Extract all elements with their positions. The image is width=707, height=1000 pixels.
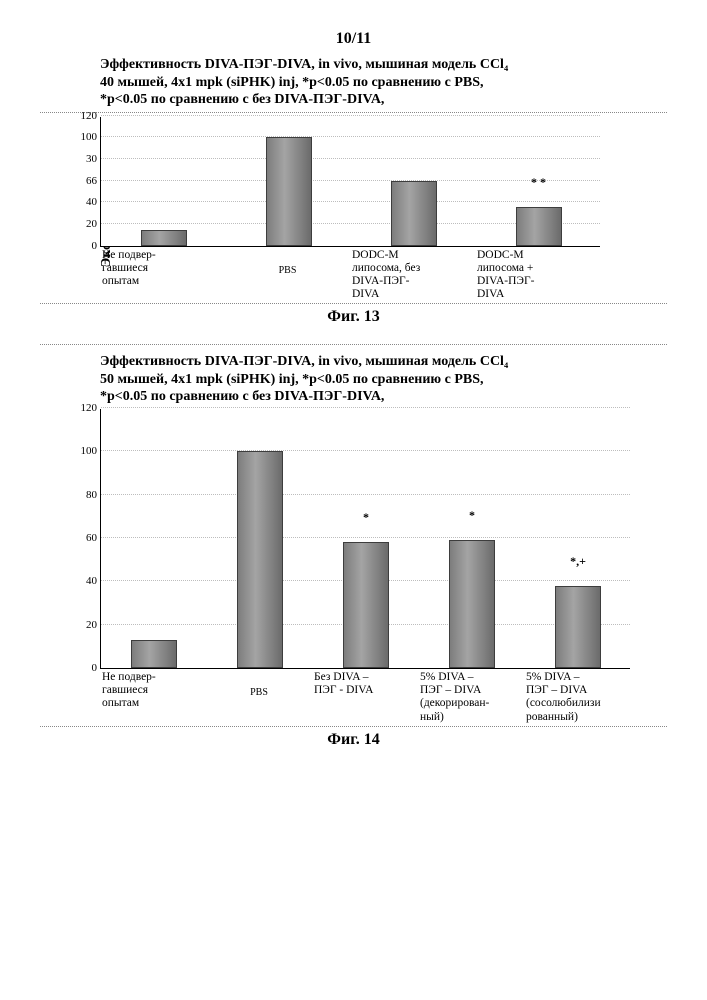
gridline	[101, 115, 600, 116]
category-label: DODC-Mлипосома +DIVA-ПЭГ-DIVA	[475, 247, 600, 302]
gridline	[101, 136, 600, 137]
bar	[266, 137, 312, 245]
bar	[516, 207, 562, 246]
ytick-label: 30	[86, 153, 101, 165]
gridline	[101, 180, 600, 181]
ytick-label: 0	[92, 240, 102, 252]
fig13-title-line: 40 мышей, 4x1 mpk (siPHK) inj, *p<0.05 п…	[100, 75, 484, 90]
bar	[131, 640, 177, 668]
figure-14: Эффективность DIVA-ПЭГ-DIVA, in vivo, мы…	[40, 344, 667, 748]
figure-13: Эффективность DIVA-ПЭГ-DIVA, in vivo, мы…	[40, 56, 667, 326]
category-label: PBS	[225, 247, 350, 302]
ytick-label: 100	[81, 131, 102, 143]
fig13-caption: Фиг. 13	[40, 308, 667, 326]
fig14-title-line: *p<0.05 по сравнению с без DIVA-ПЭГ-DIVA…	[100, 389, 384, 404]
fig14-chart-area: 020406080100120***,+	[100, 409, 647, 669]
category-label: Не подвер-гавшиесяопытам	[100, 247, 225, 302]
fig13-box: Экспрессия HSP47 020406630100120* * Не п…	[40, 112, 667, 305]
fig14-caption: Фиг. 14	[40, 731, 667, 749]
bar	[391, 181, 437, 246]
fig14-title: Эффективность DIVA-ПЭГ-DIVA, in vivo, мы…	[100, 353, 667, 406]
category-label: Не подвер-гавшиесяопытам	[100, 669, 206, 724]
fig13-title-line: Эффективность DIVA-ПЭГ-DIVA, in vivo, мы…	[100, 57, 508, 72]
gridline	[101, 158, 600, 159]
category-label: PBS	[206, 669, 312, 724]
ytick-label: 20	[86, 619, 101, 631]
fig14-title-line: Эффективность DIVA-ПЭГ-DIVA, in vivo, мы…	[100, 354, 508, 369]
bar	[555, 586, 601, 668]
fig14-plot: 020406080100120***,+	[100, 409, 630, 669]
bar	[237, 451, 283, 668]
significance-marker: * *	[531, 175, 546, 190]
gridline	[101, 407, 630, 408]
ytick-label: 120	[81, 402, 102, 414]
fig14-box: Эффективность DIVA-ПЭГ-DIVA, in vivo, мы…	[40, 344, 667, 726]
significance-marker: *	[363, 510, 369, 525]
significance-marker: *,+	[570, 554, 586, 569]
fig13-title-line: *p<0.05 по сравнению с без DIVA-ПЭГ-DIVA…	[100, 92, 384, 107]
category-label: DODC-Mлипосома, безDIVA-ПЭГ-DIVA	[350, 247, 475, 302]
ytick-label: 0	[92, 662, 102, 674]
category-label: 5% DIVA –ПЭГ – DIVA(декорирован-ный)	[418, 669, 524, 724]
fig13-chart-area: 020406630100120* *	[100, 117, 647, 247]
ytick-label: 120	[81, 110, 102, 122]
ytick-label: 20	[86, 218, 101, 230]
fig13-plot: 020406630100120* *	[100, 117, 600, 247]
ytick-label: 80	[86, 489, 101, 501]
fig14-xlabels: Не подвер-гавшиесяопытамPBSБез DIVA –ПЭГ…	[100, 669, 630, 724]
bar	[141, 230, 187, 245]
fig13-title: Эффективность DIVA-ПЭГ-DIVA, in vivo, мы…	[40, 56, 667, 109]
page-number: 10/11	[40, 30, 667, 48]
significance-marker: *	[469, 508, 475, 523]
gridline	[101, 450, 630, 451]
fig14-title-line: 50 мышей, 4x1 mpk (siPHK) inj, *p<0.05 п…	[100, 372, 484, 387]
ytick-label: 40	[86, 575, 101, 587]
gridline	[101, 494, 630, 495]
ytick-label: 60	[86, 532, 101, 544]
ytick-label: 100	[81, 445, 102, 457]
ytick-label: 40	[86, 196, 101, 208]
gridline	[101, 201, 600, 202]
gridline	[101, 537, 630, 538]
category-label: Без DIVA –ПЭГ - DIVA	[312, 669, 418, 724]
category-label: 5% DIVA –ПЭГ – DIVA(сосолюбилизированный…	[524, 669, 630, 724]
page: 10/11 Эффективность DIVA-ПЭГ-DIVA, in vi…	[0, 0, 707, 1000]
ytick-label: 66	[86, 175, 101, 187]
bar	[343, 542, 389, 668]
bar	[449, 540, 495, 668]
fig13-xlabels: Не подвер-гавшиесяопытамPBSDODC-Mлипосом…	[100, 247, 600, 302]
